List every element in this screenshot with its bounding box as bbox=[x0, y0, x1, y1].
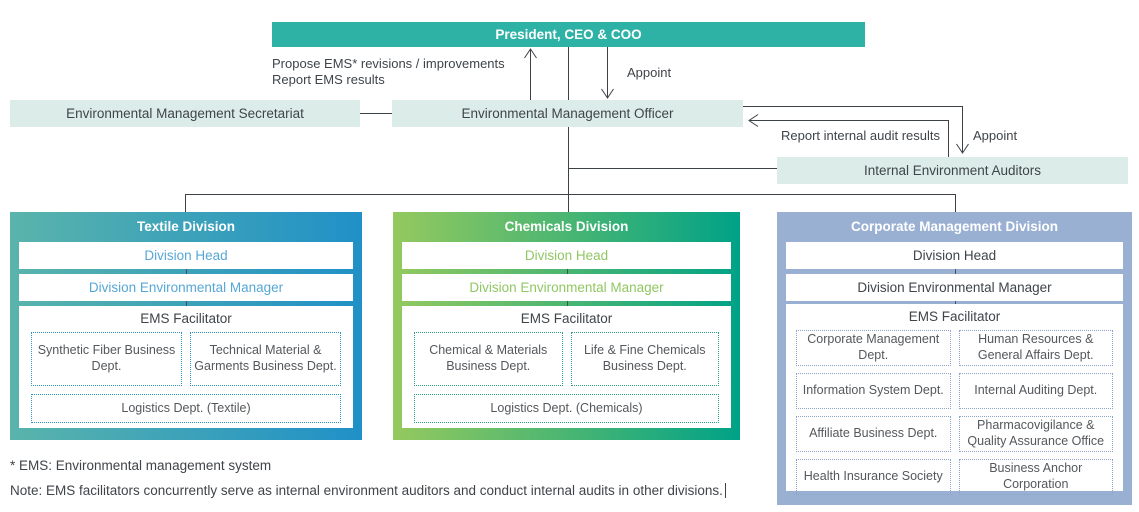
logistics-box: Logistics Dept. (Chemicals) bbox=[414, 394, 719, 423]
division-title: Chemicals Division bbox=[504, 219, 629, 234]
dept-row: Synthetic Fiber Business Dept. Technical… bbox=[19, 332, 353, 386]
dept-box: Corporate Management Dept. bbox=[796, 330, 951, 366]
dept-row: Chemical & Materials Business Dept. Life… bbox=[402, 332, 731, 386]
connector-tick bbox=[566, 269, 568, 274]
ems-facilitator-label: EMS Facilitator bbox=[140, 311, 232, 326]
propose-label-line2: Report EMS results bbox=[272, 72, 385, 87]
dept-box: Health Insurance Society bbox=[796, 459, 951, 495]
dept-box: Pharmacovigilance & Quality Assurance Of… bbox=[958, 416, 1113, 452]
ems-facilitator-box: EMS Facilitator Corporate Management Dep… bbox=[786, 304, 1123, 495]
division-head-box: Division Head bbox=[786, 242, 1123, 269]
connector-tick bbox=[954, 301, 956, 306]
arrowhead-down bbox=[956, 143, 969, 154]
ems-facilitator-box: EMS Facilitator Chemical & Materials Bus… bbox=[402, 306, 731, 428]
division-manager-box: Division Environmental Manager bbox=[786, 274, 1123, 301]
division-chemicals: Chemicals Division Division Head Divisio… bbox=[393, 212, 740, 440]
division-title: Corporate Management Division bbox=[850, 219, 1059, 234]
connector-tick bbox=[186, 301, 187, 306]
footnote-ems: * EMS: Environmental management system bbox=[10, 458, 272, 473]
division-textile: Textile Division Division Head Division … bbox=[10, 212, 362, 440]
dept-box: Chemical & Materials Business Dept. bbox=[414, 332, 563, 386]
report-internal-label: Report internal audit results bbox=[781, 128, 940, 143]
dept-box: Information System Dept. bbox=[796, 373, 951, 409]
dept-box: Life & Fine Chemicals Business Dept. bbox=[570, 332, 719, 386]
footnote-note-text: Note: EMS facilitators concurrently serv… bbox=[10, 483, 723, 498]
propose-label: Propose EMS* revisions / improvements Re… bbox=[272, 56, 505, 88]
dept-grid: Corporate Management Dept. Human Resourc… bbox=[786, 330, 1123, 495]
ems-facilitator-label: EMS Facilitator bbox=[520, 311, 613, 326]
division-title: Textile Division bbox=[136, 219, 236, 234]
auditors-box: Internal Environment Auditors bbox=[777, 157, 1128, 184]
dept-box: Business Anchor Corporation bbox=[958, 459, 1113, 495]
footnotes: * EMS: Environmental management system N… bbox=[10, 453, 726, 503]
footnote-note: Note: EMS facilitators concurrently serv… bbox=[10, 478, 726, 503]
ems-facilitator-box: EMS Facilitator Synthetic Fiber Business… bbox=[19, 306, 353, 428]
dept-box: Human Resources & General Affairs Dept. bbox=[958, 330, 1113, 366]
division-corporate: Corporate Management Division Division H… bbox=[777, 212, 1132, 505]
division-head-box: Division Head bbox=[19, 242, 353, 269]
secretariat-box: Environmental Management Secretariat bbox=[10, 100, 360, 127]
division-head-box: Division Head bbox=[402, 242, 731, 269]
connector-tick bbox=[954, 269, 956, 274]
propose-label-line1: Propose EMS* revisions / improvements bbox=[272, 56, 505, 71]
president-box: President, CEO & COO bbox=[272, 22, 865, 47]
dept-box: Affiliate Business Dept. bbox=[796, 416, 951, 452]
officer-box: Environmental Management Officer bbox=[392, 100, 743, 127]
dept-box: Internal Auditing Dept. bbox=[958, 373, 1113, 409]
connector-tick bbox=[186, 269, 187, 274]
logistics-box: Logistics Dept. (Textile) bbox=[31, 394, 341, 423]
dept-box: Synthetic Fiber Business Dept. bbox=[31, 332, 182, 386]
arrowhead-left bbox=[748, 114, 759, 127]
caret-mark bbox=[724, 483, 726, 498]
appoint-label-right: Appoint bbox=[973, 128, 1018, 143]
division-manager-box: Division Environmental Manager bbox=[19, 274, 353, 301]
ems-facilitator-label: EMS Facilitator bbox=[908, 309, 1001, 324]
division-manager-box: Division Environmental Manager bbox=[402, 274, 731, 301]
appoint-label-left: Appoint bbox=[627, 65, 672, 80]
arrowhead-down bbox=[601, 88, 614, 99]
dept-box: Technical Material & Garments Business D… bbox=[190, 332, 341, 386]
arrowhead-up bbox=[524, 48, 537, 59]
connector-tick bbox=[566, 301, 568, 306]
